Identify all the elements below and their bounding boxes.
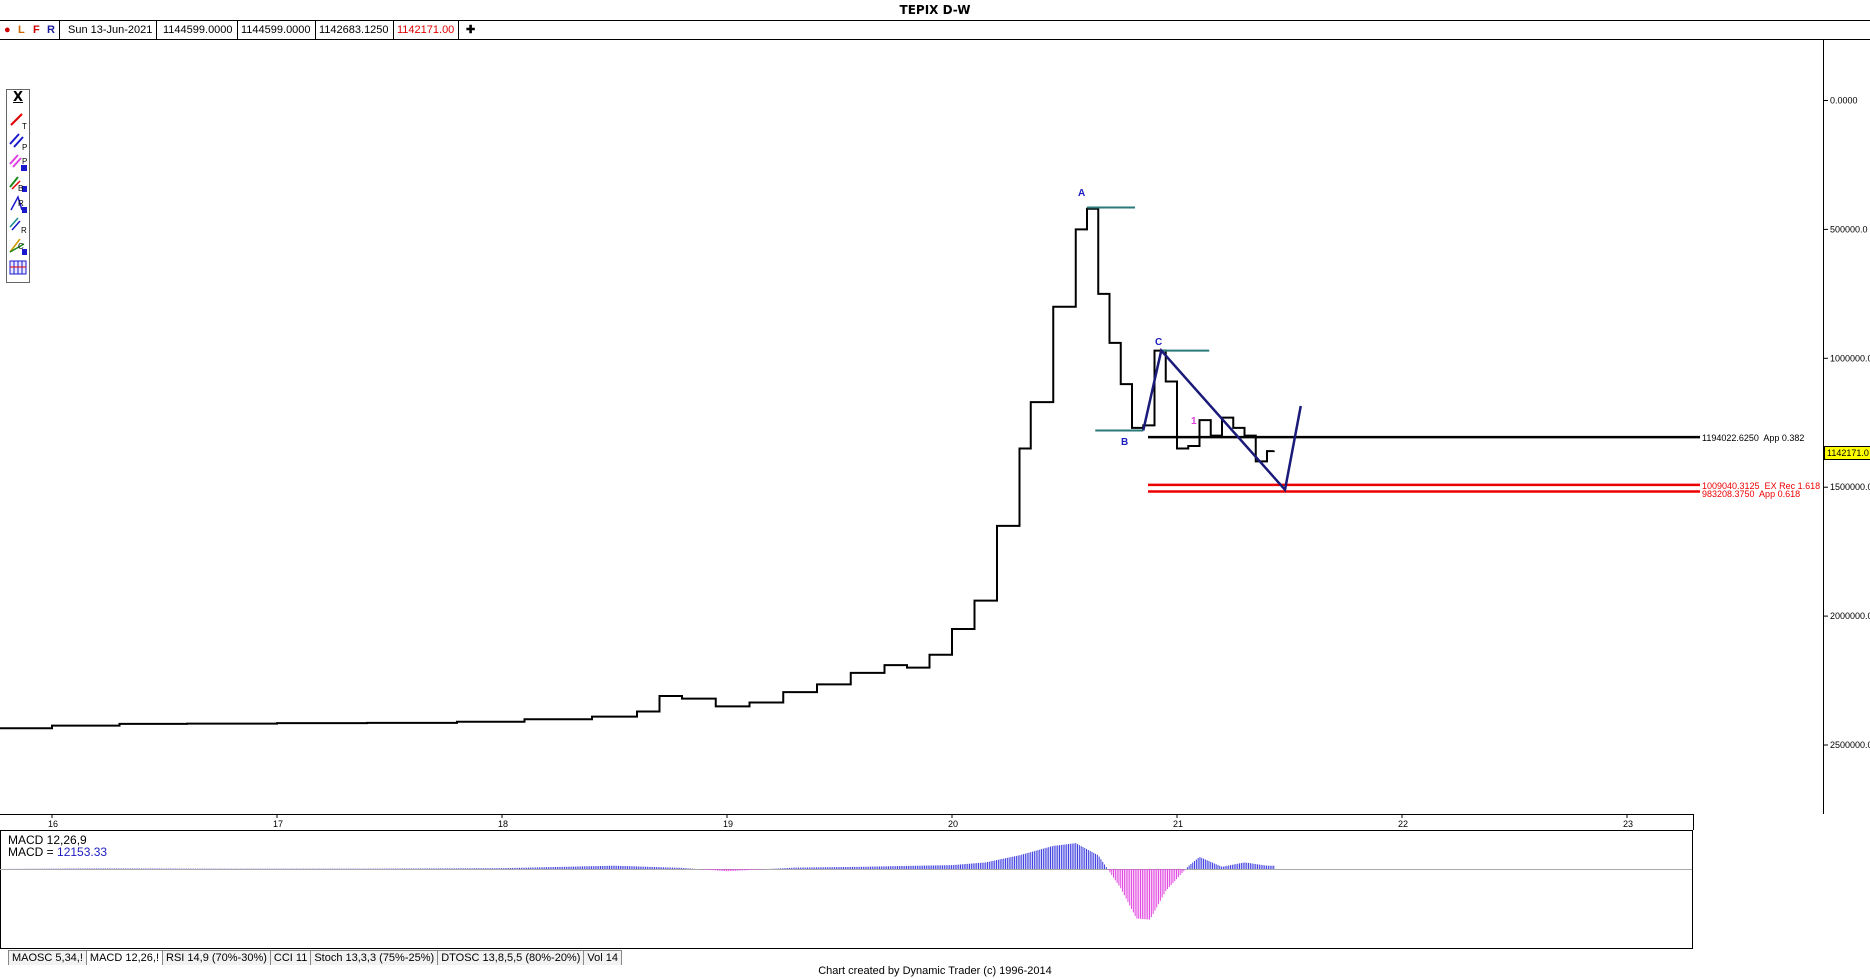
x-tick-label: 19 <box>723 819 733 829</box>
flag-r-button[interactable]: R <box>45 21 60 39</box>
info-bar: ● L F R Sun 13-Jun-2021 1144599.0000 114… <box>0 21 1870 40</box>
info-open: 1144599.0000 <box>159 21 238 39</box>
window-title: TEPIX D-W <box>0 0 1870 21</box>
tool-letter: R <box>18 199 24 208</box>
tab-stoch[interactable]: Stoch 13,3,3 (75%-25%) <box>310 950 439 965</box>
toolbox-close-button[interactable]: X <box>12 90 24 105</box>
wave-annotations <box>1087 206 1302 493</box>
price-series <box>0 207 1275 730</box>
macd-panel-frame <box>0 830 1693 949</box>
drawing-toolbox: X T P P B R R C <box>6 89 30 283</box>
info-date: Sun 13-Jun-2021 <box>64 21 158 39</box>
macd-histogram <box>0 843 1275 920</box>
tab-dtosc[interactable]: DTOSC 13,8,5,5 (80%-20%) <box>437 950 585 965</box>
y-tick-label: 2500000.0 <box>1830 740 1870 750</box>
level-label-382: 1194022.6250 App 0.382 <box>1702 433 1805 443</box>
tool-letter: T <box>22 122 27 130</box>
level-lines <box>1148 435 1700 493</box>
x-tick-label: 18 <box>498 819 508 829</box>
x-tick-label: 20 <box>948 819 958 829</box>
add-symbol-icon[interactable]: ✚ <box>466 24 476 36</box>
indicator-tabs: MAOSC 5,34,! MACD 12,26,! RSI 14,9 (70%-30… <box>8 950 622 966</box>
tab-macd[interactable]: MACD 12,26,! <box>85 950 164 965</box>
retracement-tool-icon[interactable]: R <box>8 194 28 214</box>
y-tick-label: 0.0000 <box>1830 96 1858 106</box>
bands-tool-icon[interactable]: B <box>8 173 28 193</box>
x-tick-label: 23 <box>1623 819 1633 829</box>
macd-value-row: MACD = 12153.33 <box>8 846 107 859</box>
price-line <box>0 207 1275 730</box>
tool-letter: C <box>18 242 24 251</box>
tab-cci[interactable]: CCI 11 <box>269 950 312 965</box>
y-tick-label: 500000.0 <box>1830 224 1868 234</box>
trend-tool-icon[interactable]: T <box>8 110 28 131</box>
level-label-618: 983208.3750 App 0.618 <box>1702 489 1801 499</box>
tool-letter: B <box>18 184 23 193</box>
macd-title: MACD 12,26,9 <box>8 833 87 847</box>
x-tick-label: 17 <box>273 819 283 829</box>
cycle-tool-icon[interactable]: C <box>8 236 28 256</box>
grid-tool-icon[interactable] <box>8 258 28 278</box>
y-axis-ticks: 2500000.0 2000000.0 1500000.0 1000000.0 5000… <box>1823 96 1870 750</box>
y-tick-label: 1000000.0 <box>1830 353 1870 363</box>
info-high: 1144599.0000 <box>237 21 316 39</box>
info-low: 1142683.1250 <box>315 21 394 39</box>
wave-label-b: B <box>1121 437 1129 448</box>
flag-f-button[interactable]: F <box>33 24 40 36</box>
tab-rsi[interactable]: RSI 14,9 (70%-30%) <box>162 950 271 965</box>
footer-credit: Chart created by Dynamic Trader (c) 1996… <box>818 965 1052 977</box>
record-indicator-icon[interactable]: ● <box>4 24 11 36</box>
last-price-tag: 1142171.0 <box>1824 446 1870 460</box>
ratio-tool-icon[interactable]: R <box>8 215 28 235</box>
x-tick-label: 16 <box>48 819 58 829</box>
tab-maosc[interactable]: MAOSC 5,34,! <box>8 950 87 965</box>
macd-value: 12153.33 <box>57 845 108 859</box>
tool-letter: P <box>22 157 27 166</box>
tool-letter: P <box>22 143 27 151</box>
info-close: 1142171.00 <box>393 21 460 39</box>
x-axis-ticks: 16 17 18 19 20 21 22 23 <box>48 814 1633 829</box>
macd-value-label: MACD = <box>8 845 54 859</box>
marker-1: 1 <box>1191 416 1197 427</box>
y-tick-label: 2000000.0 <box>1830 611 1870 621</box>
x-tick-label: 21 <box>1173 819 1183 829</box>
level-label-1618: 1009040.3125 EX Rec 1.618 <box>1702 481 1821 491</box>
tool-letter: R <box>21 226 27 235</box>
y-tick-label: 1500000.0 <box>1830 482 1870 492</box>
wave-label-c: C <box>1155 337 1163 348</box>
x-tick-label: 22 <box>1398 819 1408 829</box>
wave-label-a: A <box>1078 188 1086 199</box>
parallel-tool-icon[interactable]: P <box>8 131 28 152</box>
flag-l-button[interactable]: L <box>18 24 25 36</box>
projection-tool-icon[interactable]: P <box>8 152 28 172</box>
wave-projection-line <box>1142 347 1302 493</box>
tab-vol[interactable]: Vol 14 <box>583 950 622 965</box>
